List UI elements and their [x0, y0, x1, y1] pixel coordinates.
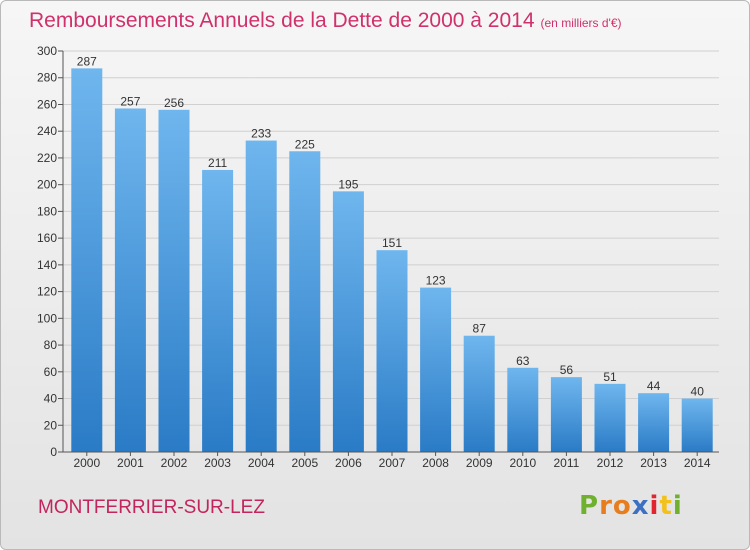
bar — [289, 151, 321, 452]
x-tick-label: 2010 — [509, 456, 536, 470]
bar-value-label: 56 — [560, 363, 574, 377]
x-tick-label: 2003 — [204, 456, 231, 470]
x-tick-label: 2001 — [117, 456, 144, 470]
bar-value-label: 233 — [251, 127, 271, 141]
bar — [158, 109, 190, 453]
bar — [420, 287, 452, 452]
bar — [245, 140, 277, 452]
y-tick-label: 100 — [37, 311, 57, 325]
bar-value-label: 63 — [516, 354, 530, 368]
bar — [681, 398, 713, 452]
logo-letter: o — [612, 491, 632, 521]
y-tick-label: 180 — [37, 204, 57, 218]
y-tick-label: 200 — [37, 178, 57, 192]
bar — [376, 250, 408, 452]
bar — [114, 108, 146, 452]
bar-value-label: 211 — [208, 156, 227, 170]
y-tick-label: 240 — [37, 124, 57, 138]
chart-unit: (en milliers d'€) — [540, 16, 622, 30]
bar-value-label: 87 — [473, 322, 487, 336]
bar — [550, 377, 582, 452]
proxiti-logo: Proxiti — [579, 491, 683, 521]
logo-letter: i — [649, 491, 660, 521]
logo-letter: P — [579, 491, 600, 521]
logo-letter: r — [599, 491, 613, 521]
bar-value-label: 257 — [120, 94, 140, 108]
x-tick-label: 2004 — [248, 456, 275, 470]
place-name: MONTFERRIER-SUR-LEZ — [38, 497, 265, 518]
chart-title: Remboursements Annuels de la Dette de 20… — [29, 9, 622, 33]
x-tick-label: 2013 — [640, 456, 667, 470]
bar-value-label: 40 — [691, 385, 705, 399]
y-tick-label: 60 — [44, 365, 58, 379]
bar — [507, 367, 539, 452]
y-tick-label: 220 — [37, 151, 57, 165]
logo-letter: t — [659, 491, 673, 521]
x-tick-label: 2009 — [466, 456, 493, 470]
x-tick-label: 2011 — [553, 456, 579, 470]
x-tick-label: 2014 — [684, 456, 711, 470]
bar-value-label: 151 — [382, 236, 402, 250]
x-tick-label: 2007 — [379, 456, 406, 470]
bar — [332, 191, 364, 452]
bar-value-label: 123 — [426, 274, 446, 288]
y-tick-label: 120 — [37, 285, 57, 299]
bar-value-label: 51 — [603, 370, 617, 384]
y-tick-label: 280 — [37, 71, 57, 85]
logo-letter: x — [631, 491, 650, 521]
bar-value-label: 225 — [295, 137, 315, 151]
x-tick-label: 2002 — [161, 456, 188, 470]
bar — [638, 393, 670, 452]
bar — [71, 68, 103, 453]
y-tick-label: 20 — [44, 418, 58, 432]
y-tick-label: 160 — [37, 231, 57, 245]
bar — [594, 383, 626, 452]
bar-value-label: 44 — [647, 379, 661, 393]
bar-value-label: 195 — [338, 177, 358, 191]
y-tick-label: 80 — [44, 338, 58, 352]
chart-title-text: Remboursements Annuels de la Dette de 20… — [29, 9, 535, 32]
x-tick-label: 2000 — [73, 456, 100, 470]
bar-value-label: 256 — [164, 96, 184, 110]
y-tick-label: 300 — [37, 44, 57, 58]
y-tick-label: 0 — [50, 445, 57, 459]
x-tick-label: 2005 — [291, 456, 318, 470]
logo-letter: i — [672, 491, 683, 521]
y-tick-label: 140 — [37, 258, 57, 272]
y-tick-label: 40 — [44, 392, 58, 406]
bar — [202, 169, 234, 453]
x-tick-label: 2008 — [422, 456, 449, 470]
y-tick-label: 260 — [37, 97, 57, 111]
x-tick-label: 2006 — [335, 456, 362, 470]
bar — [463, 335, 495, 452]
bar-value-label: 287 — [77, 54, 97, 68]
x-tick-label: 2012 — [597, 456, 624, 470]
